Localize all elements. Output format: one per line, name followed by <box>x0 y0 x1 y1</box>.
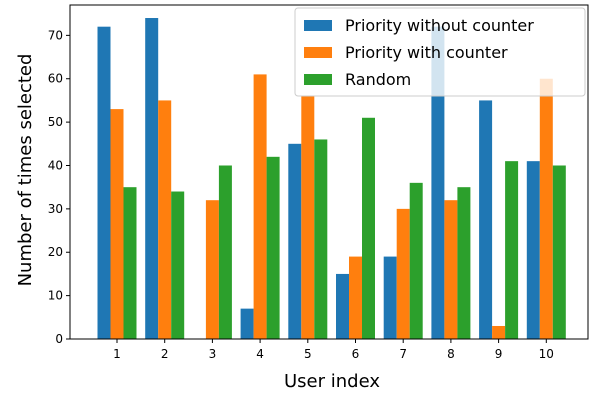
bar-series3-user-8 <box>457 187 471 339</box>
bar-series3-user-10 <box>552 165 566 339</box>
x-tick-label: 8 <box>447 347 455 361</box>
y-tick-label: 40 <box>48 158 63 172</box>
bar-series3-user-4 <box>266 156 280 339</box>
bar-series3-user-1 <box>123 187 137 339</box>
y-tick-label: 50 <box>48 115 63 129</box>
x-axis-label: User index <box>284 371 380 392</box>
y-tick-label: 20 <box>48 245 63 259</box>
legend-swatch-3 <box>304 74 332 85</box>
bar-series2-user-9 <box>492 325 506 339</box>
x-tick-label: 7 <box>399 347 407 361</box>
bar-series1-user-6 <box>336 273 349 339</box>
bar-series1-user-1 <box>97 26 111 339</box>
x-tick-label: 5 <box>304 347 312 361</box>
bar-series1-user-4 <box>240 308 254 339</box>
bar-series3-user-5 <box>314 139 328 339</box>
bar-series3-user-3 <box>218 165 232 339</box>
bar-series2-user-4 <box>253 74 267 340</box>
bar-series1-user-5 <box>288 143 302 339</box>
bar-series1-user-8 <box>431 26 445 339</box>
bar-series2-user-1 <box>110 109 124 339</box>
bar-series2-user-6 <box>349 256 362 339</box>
y-tick-label: 10 <box>48 289 63 303</box>
bars-layer <box>97 18 566 340</box>
x-tick-label: 4 <box>256 347 264 361</box>
x-tick-label: 9 <box>495 347 503 361</box>
bar-series1-user-7 <box>383 256 397 339</box>
bar-series1-user-2 <box>145 18 159 339</box>
legend-swatch-1 <box>304 20 332 31</box>
axes-layer: 0 10 20 30 40 50 60 70 1 2 3 4 5 6 7 8 9 10 <box>48 4 589 361</box>
y-axis-label: Number of times selected <box>15 54 36 287</box>
legend-swatch-2 <box>304 47 332 58</box>
bar-series3-user-7 <box>409 182 423 339</box>
y-tick-label: 70 <box>48 28 63 42</box>
x-tick-label: 10 <box>539 347 554 361</box>
legend-label-3: Random <box>345 70 411 89</box>
bar-series2-user-10 <box>539 78 553 339</box>
y-tick-label: 0 <box>55 332 63 346</box>
x-tick-label: 3 <box>209 347 217 361</box>
y-tick-label: 60 <box>48 72 63 86</box>
bar-series2-user-3 <box>205 200 219 339</box>
legend-label-1: Priority without counter <box>345 16 534 35</box>
bar-series2-user-5 <box>301 96 315 339</box>
x-tick-label: 6 <box>352 347 360 361</box>
bar-series2-user-2 <box>158 100 172 339</box>
x-tick-label: 2 <box>161 347 169 361</box>
bar-series1-user-10 <box>526 161 540 339</box>
bar-series2-user-8 <box>444 200 458 339</box>
legend-box <box>294 7 586 97</box>
legend-label-2: Priority with counter <box>345 43 508 62</box>
bar-series3-user-6 <box>362 117 375 339</box>
y-tick-label: 30 <box>48 202 63 216</box>
legend: Priority without counter Priority with co… <box>294 7 586 97</box>
bar-series3-user-2 <box>171 191 185 339</box>
bar-series2-user-7 <box>396 208 410 339</box>
bar-series3-user-9 <box>505 161 519 339</box>
bar-series1-user-9 <box>479 100 493 339</box>
plot-frame <box>69 4 589 340</box>
x-tick-label: 1 <box>113 347 121 361</box>
